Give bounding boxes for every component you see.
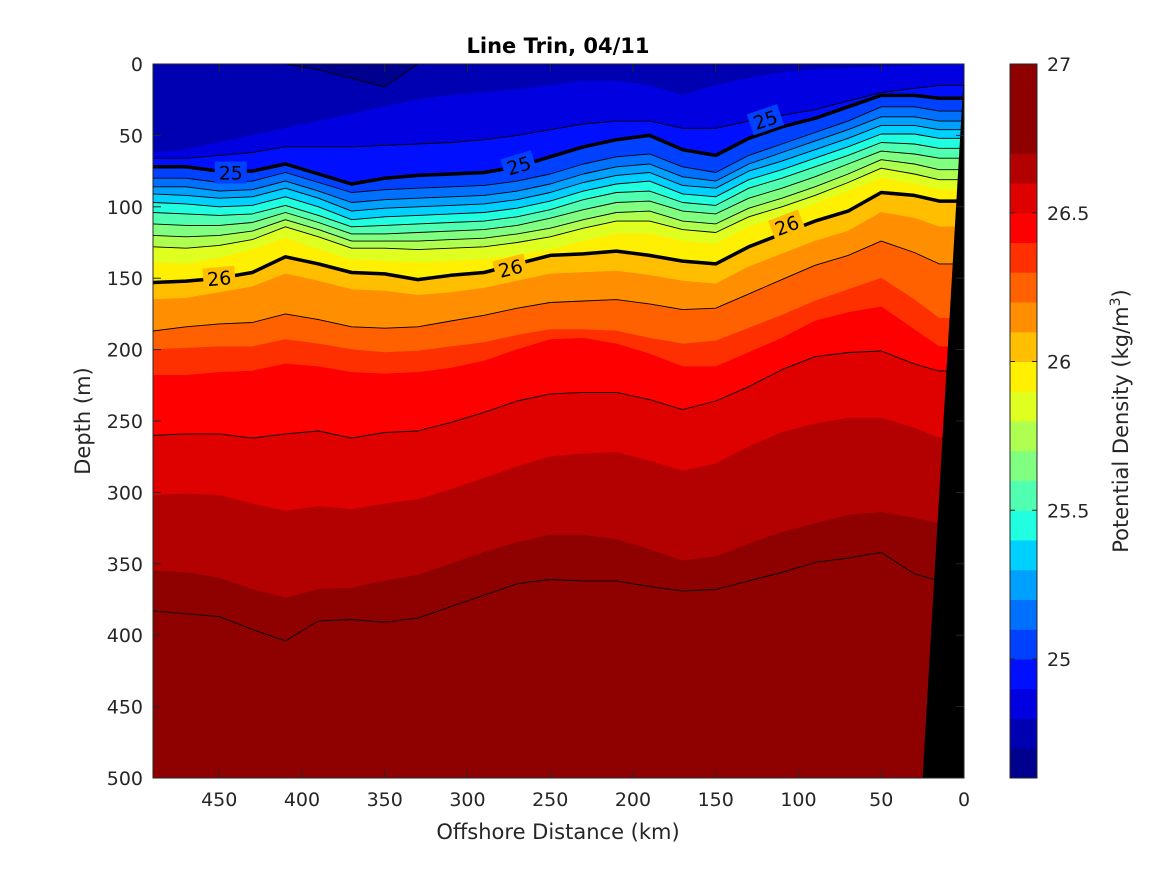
colorbar-label-tail: ) xyxy=(1109,289,1133,297)
colorbar-tick-label: 25 xyxy=(1047,649,1071,671)
continental-slope xyxy=(922,71,964,778)
contour-label-1: 25 xyxy=(500,150,538,181)
colorbar-segment xyxy=(1010,331,1037,362)
x-axis: 450 400 350 300 250 200 150 100 50 0 xyxy=(201,64,970,811)
x-tick-label: 200 xyxy=(615,789,651,811)
isopycnal-25.8 xyxy=(153,167,964,251)
colorbar-frame xyxy=(1009,63,1038,779)
colorbar-segment xyxy=(1010,421,1037,452)
y-tick-label: 250 xyxy=(107,411,143,433)
colorbar-segment xyxy=(1010,718,1037,749)
colorbar-label-main: Potential Density (kg/m xyxy=(1109,306,1133,552)
contour-label-text: 26 xyxy=(206,267,232,291)
colorbar-segment xyxy=(1010,64,1037,95)
x-tick-label: 150 xyxy=(698,789,734,811)
y-axis: 0 50 100 150 200 250 300 350 400 450 500 xyxy=(107,54,964,790)
band-27.0 xyxy=(153,717,964,778)
x-tick-label: 350 xyxy=(367,789,403,811)
colorbar-tick-label: 26 xyxy=(1047,352,1071,374)
x-tick-label: 0 xyxy=(958,789,970,811)
y-tick-label: 400 xyxy=(107,625,143,647)
colorbar-segment xyxy=(1010,629,1037,660)
isopycnal-25.5 xyxy=(153,142,964,228)
isopycnal-26.5 xyxy=(153,350,964,439)
colorbar-segment xyxy=(1010,391,1037,422)
colorbar xyxy=(1009,63,1038,779)
colorbar-segment xyxy=(1010,361,1037,392)
contour-label-gap xyxy=(202,265,237,291)
colorbar-ticks: 25 25.5 26 26.5 27 xyxy=(1010,54,1089,671)
colorbar-segment xyxy=(1010,183,1037,214)
density-bands xyxy=(153,64,964,778)
x-tick-label: 450 xyxy=(201,789,237,811)
colorbar-label: Potential Density (kg/m3) xyxy=(1108,289,1133,553)
colorbar-segment xyxy=(1010,688,1037,719)
contour-label-text: 25 xyxy=(219,163,243,185)
colorbar-segment xyxy=(1010,153,1037,184)
colorbar-segment xyxy=(1010,569,1037,600)
isopycnal-lines xyxy=(153,64,964,642)
colorbar-tick-label: 27 xyxy=(1047,54,1071,76)
colorbar-segment xyxy=(1010,272,1037,303)
colorbar-segment xyxy=(1010,540,1037,571)
y-tick-label: 150 xyxy=(107,268,143,290)
x-tick-label: 100 xyxy=(780,789,816,811)
contour-label-0: 25 xyxy=(214,161,247,185)
contour-label-gap xyxy=(768,209,806,242)
colorbar-segment xyxy=(1010,480,1037,511)
contour-label-gap xyxy=(500,150,538,181)
contour-label-gap xyxy=(746,104,785,136)
colorbar-segment xyxy=(1010,748,1037,779)
colorbar-segment xyxy=(1010,659,1037,690)
x-tick-label: 400 xyxy=(284,789,320,811)
y-tick-label: 0 xyxy=(131,54,143,76)
isopycnal-24.9 xyxy=(153,84,964,159)
x-axis-label: Offshore Distance (km) xyxy=(436,820,679,844)
isopycnal-25.3 xyxy=(153,124,964,212)
colorbar-segment xyxy=(1010,599,1037,630)
colorbar-segment xyxy=(1010,450,1037,481)
x-tick-label: 50 xyxy=(869,789,893,811)
isopycnal-25.2 xyxy=(153,116,964,203)
colorbar-segment xyxy=(1010,242,1037,273)
chart-title: Line Trin, 04/11 xyxy=(466,34,649,58)
isopycnal-26.8 xyxy=(153,551,964,642)
y-axis-label: Depth (m) xyxy=(71,367,95,474)
colorbar-segment xyxy=(1010,510,1037,541)
x-tick-label: 300 xyxy=(449,789,485,811)
colorbar-label-sup: 3 xyxy=(1108,297,1124,306)
contour-label-gap xyxy=(214,161,247,184)
colorbar-tick-label: 25.5 xyxy=(1047,500,1089,522)
isopycnal-25.0 xyxy=(153,93,964,186)
isopycnal-25.6 xyxy=(153,150,964,235)
y-tick-label: 100 xyxy=(107,197,143,219)
colorbar-tick-label: 26.5 xyxy=(1047,203,1089,225)
isopycnal-25.1 xyxy=(153,106,964,193)
colorbar-segment xyxy=(1010,212,1037,243)
contour-label-3: 26 xyxy=(202,265,237,291)
colorbar-segment xyxy=(1010,123,1037,154)
isopycnal-25.4 xyxy=(153,133,964,221)
y-tick-label: 50 xyxy=(119,125,143,147)
y-tick-label: 450 xyxy=(107,697,143,719)
contour-label-gap xyxy=(492,253,529,283)
colorbar-segment xyxy=(1010,93,1037,124)
y-tick-label: 500 xyxy=(107,768,143,790)
colorbar-segment xyxy=(1010,302,1037,333)
isopycnal-26.0 xyxy=(153,190,964,285)
isopycnal-25.7 xyxy=(153,159,964,242)
y-tick-label: 200 xyxy=(107,340,143,362)
x-tick-label: 250 xyxy=(532,789,568,811)
isopycnal-26.2 xyxy=(153,240,964,332)
y-tick-label: 350 xyxy=(107,554,143,576)
y-tick-label: 300 xyxy=(107,482,143,504)
